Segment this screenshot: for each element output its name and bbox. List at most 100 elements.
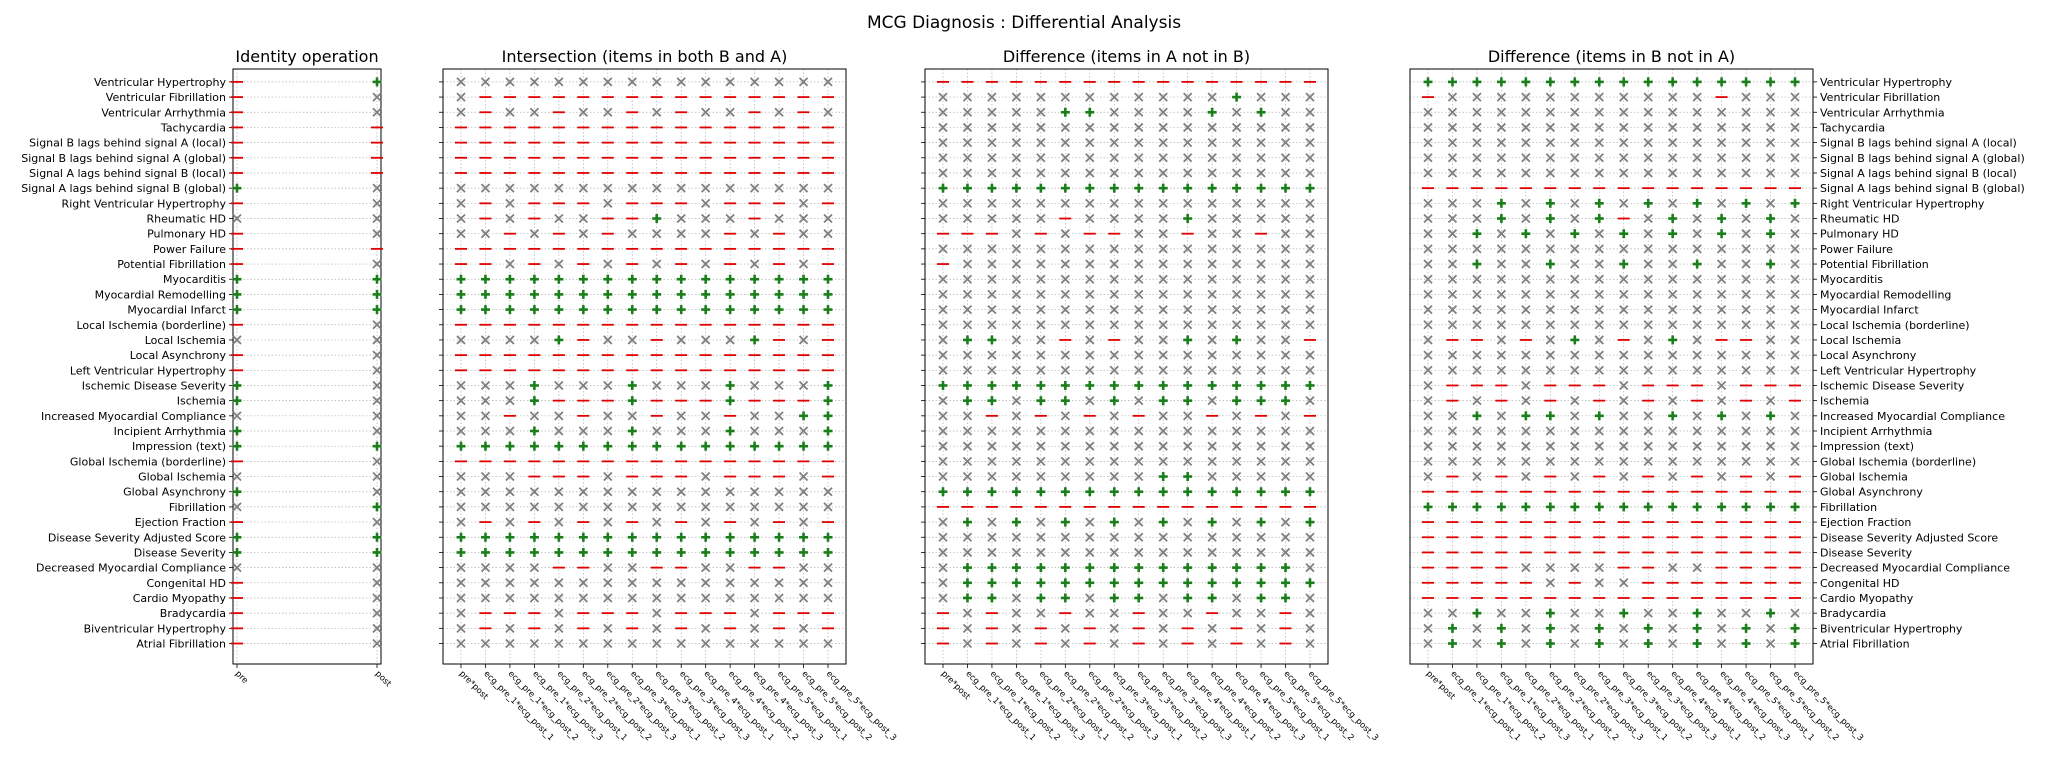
marker-cross xyxy=(1668,623,1678,633)
marker-cross xyxy=(1423,168,1433,178)
marker-cross xyxy=(554,578,564,588)
y-tick-label: Ischemic Disease Severity xyxy=(1820,379,1965,392)
marker-cross xyxy=(1085,92,1095,102)
marker-cross xyxy=(1231,289,1242,300)
y-tick-label: Impression (text) xyxy=(1820,440,1914,453)
marker-cross xyxy=(1765,320,1776,330)
marker-cross xyxy=(1765,274,1776,284)
marker-cross xyxy=(1183,517,1193,527)
marker-plus xyxy=(701,274,711,284)
marker-plus xyxy=(578,274,588,284)
marker-plus xyxy=(1741,502,1751,512)
marker-cross xyxy=(987,517,997,527)
marker-cross xyxy=(1231,274,1242,284)
marker-plus xyxy=(1134,563,1144,573)
marker-cross xyxy=(1668,198,1678,208)
marker-cross xyxy=(1109,168,1119,178)
marker-plus xyxy=(1036,396,1046,406)
marker-plus xyxy=(701,289,711,299)
marker-cross xyxy=(1011,92,1022,102)
marker-plus xyxy=(823,396,833,406)
marker-plus xyxy=(1545,502,1555,512)
marker-plus xyxy=(554,441,564,451)
marker-cross xyxy=(1619,441,1629,451)
y-tick-label: Disease Severity xyxy=(134,546,227,559)
marker-cross xyxy=(1231,168,1242,178)
marker-cross xyxy=(798,426,809,436)
marker-cross xyxy=(554,183,564,193)
y-tick-label: Local Ischemia (borderline) xyxy=(1820,319,1970,332)
marker-cross xyxy=(1472,623,1482,633)
marker-cross xyxy=(962,304,973,315)
marker-cross xyxy=(798,213,809,224)
marker-cross xyxy=(1423,244,1433,254)
marker-cross xyxy=(1472,320,1482,330)
marker-plus xyxy=(1643,623,1653,633)
marker-cross xyxy=(1668,441,1678,451)
marker-cross xyxy=(1109,304,1119,315)
marker-cross xyxy=(938,456,948,467)
marker-plus xyxy=(962,183,972,193)
marker-cross xyxy=(1496,411,1507,421)
marker-cross xyxy=(372,92,382,102)
marker-plus xyxy=(823,426,833,436)
marker-cross xyxy=(1496,456,1507,467)
panel-frame xyxy=(442,68,847,665)
marker-cross xyxy=(823,213,833,224)
marker-cross xyxy=(1231,320,1242,330)
marker-plus xyxy=(774,274,784,284)
marker-cross xyxy=(1256,122,1266,133)
marker-plus xyxy=(1545,639,1555,649)
marker-cross xyxy=(1668,456,1678,467)
marker-cross xyxy=(962,365,973,375)
marker-cross xyxy=(1256,274,1266,284)
marker-cross xyxy=(1643,122,1653,133)
marker-cross xyxy=(1085,532,1095,542)
marker-cross xyxy=(676,213,686,224)
panel-1: Identity operation Ventricular Hypertroph… xyxy=(21,47,393,690)
marker-cross xyxy=(1619,578,1629,588)
marker-plus xyxy=(1036,380,1046,390)
marker-cross xyxy=(1256,623,1266,633)
marker-cross xyxy=(1011,168,1022,178)
marker-cross xyxy=(1256,168,1266,178)
marker-cross xyxy=(1036,441,1046,451)
marker-plus xyxy=(554,532,564,542)
marker-cross xyxy=(987,107,997,117)
y-tick-label: Ventricular Hypertrophy xyxy=(94,76,226,89)
marker-cross xyxy=(1060,471,1070,482)
marker-plus xyxy=(1060,183,1070,193)
marker-cross xyxy=(1085,350,1095,360)
marker-cross xyxy=(1011,122,1022,133)
marker-cross xyxy=(1256,213,1266,224)
marker-plus xyxy=(554,274,564,284)
marker-plus xyxy=(1183,380,1193,390)
marker-plus xyxy=(578,547,588,557)
marker-plus xyxy=(529,380,539,390)
marker-cross xyxy=(725,578,735,588)
marker-plus xyxy=(578,441,588,451)
marker-cross xyxy=(603,107,613,117)
marker-cross xyxy=(505,487,515,497)
marker-cross xyxy=(1109,153,1119,163)
marker-cross xyxy=(1716,380,1727,391)
marker-cross xyxy=(1545,107,1555,117)
marker-plus xyxy=(1060,563,1070,573)
marker-plus xyxy=(652,274,662,284)
marker-cross xyxy=(1790,350,1800,360)
marker-cross xyxy=(962,471,973,482)
marker-cross xyxy=(1011,320,1022,330)
y-tick-label: Bradycardia xyxy=(160,607,226,620)
marker-cross xyxy=(1207,547,1217,558)
marker-cross xyxy=(1447,213,1458,224)
marker-cross xyxy=(1521,456,1531,467)
marker-cross xyxy=(987,320,997,330)
marker-cross xyxy=(962,198,973,208)
marker-cross xyxy=(1011,547,1022,558)
marker-cross xyxy=(962,289,973,300)
marker-cross xyxy=(1790,335,1800,345)
marker-cross xyxy=(1790,426,1800,436)
marker-cross xyxy=(823,229,833,239)
marker-cross xyxy=(1472,122,1482,133)
marker-cross xyxy=(554,77,564,87)
